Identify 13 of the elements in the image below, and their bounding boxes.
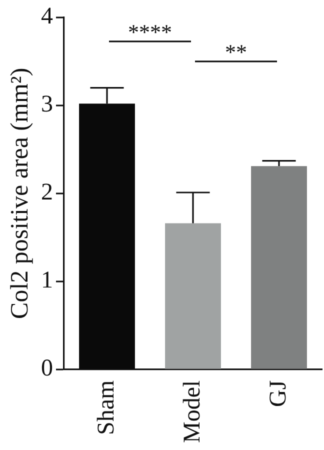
x-tick-label: Sham	[93, 380, 120, 436]
y-tick-label: 1	[41, 268, 53, 294]
x-tick-label: Model	[179, 380, 206, 444]
y-tick-label: 4	[41, 4, 53, 30]
bar	[251, 166, 307, 369]
annotation: **	[225, 39, 247, 64]
y-tick-label: 2	[41, 180, 53, 206]
y-tick-label: 3	[41, 92, 53, 118]
y-tick-label: 0	[41, 356, 53, 382]
bar	[165, 223, 221, 369]
x-tick-label: GJ	[265, 380, 292, 408]
annotation: ****	[128, 19, 172, 44]
y-axis-title: Col2 positive area (mm²)	[6, 68, 34, 319]
